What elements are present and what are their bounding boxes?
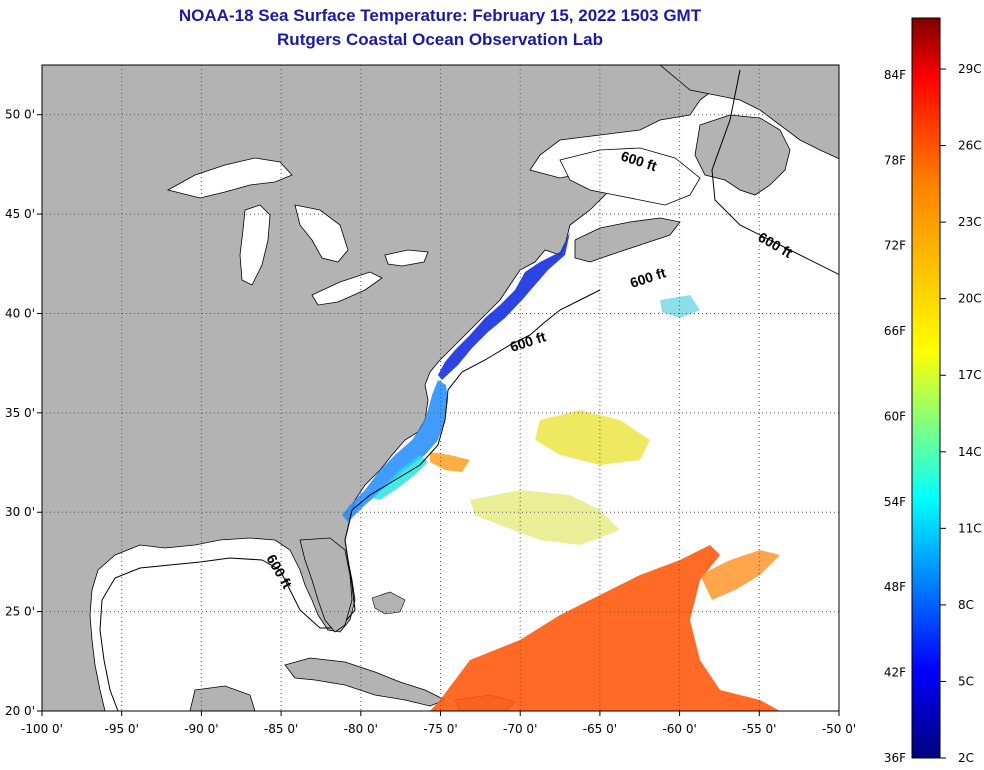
colorbar-f-label: 84F: [884, 68, 906, 82]
y-tick-label: 40 0': [5, 306, 35, 320]
lake-erie: [311, 271, 383, 306]
sst-cool-north: [660, 295, 700, 318]
sst-moderate-mid: [535, 410, 650, 465]
y-tick-label: 25 0': [5, 605, 35, 619]
land-labrador: [659, 65, 839, 160]
colorbar-c-label: 29C: [958, 62, 982, 76]
y-tick-label: 45 0': [5, 207, 35, 221]
colorbar-c-label: 5C: [958, 674, 974, 688]
lake-ontario: [384, 249, 429, 267]
y-tick-label: 35 0': [5, 406, 35, 420]
colorbar-f-label: 66F: [884, 324, 906, 338]
sst-warm-east: [700, 550, 780, 600]
x-axis: -100 0' -95 0' -90 0' -85 0' -80 0' -75 0' -70…: [21, 711, 856, 736]
sst-warm-south: [430, 545, 780, 711]
contour-600ft: [99, 69, 839, 711]
lake-huron: [294, 204, 349, 263]
x-tick-label: -55 0': [742, 722, 776, 736]
x-tick-label: -80 0': [344, 722, 378, 736]
sst-moderate-patches: [470, 490, 620, 545]
colorbar-f-label: 60F: [884, 409, 906, 423]
x-tick-label: -75 0': [423, 722, 457, 736]
x-tick-label: -65 0': [583, 722, 617, 736]
x-tick-label: -90 0': [184, 722, 218, 736]
colorbar-f-label: 42F: [884, 666, 906, 680]
sst-cool-shelf: [342, 380, 448, 522]
colorbar-c-label: 23C: [958, 215, 982, 229]
gulf-st-lawrence: [559, 147, 701, 206]
lake-michigan: [239, 204, 271, 286]
colorbar-c-label: 20C: [958, 292, 982, 306]
colorbar-f-label: 48F: [884, 580, 906, 594]
x-tick-label: -85 0': [264, 722, 298, 736]
land-yucatan: [189, 685, 256, 711]
x-tick-label: -70 0': [503, 722, 537, 736]
land-newfoundland: [694, 114, 791, 196]
colorbar-c-label: 14C: [958, 445, 982, 459]
colorbar-f-label: 36F: [884, 751, 906, 765]
x-tick-label: -95 0': [105, 722, 139, 736]
colorbar-f-label: 54F: [884, 495, 906, 509]
lake-superior: [166, 157, 293, 199]
x-tick-label: -50 0': [822, 722, 856, 736]
x-tick-label: -100 0': [21, 722, 63, 736]
map-title: NOAA-18 Sea Surface Temperature: Februar…: [178, 6, 702, 25]
land-bahamas: [371, 591, 406, 615]
map-subtitle: Rutgers Coastal Ocean Observation Lab: [277, 30, 603, 49]
colorbar-c-label: 8C: [958, 598, 974, 612]
colorbar-f-label: 72F: [884, 239, 906, 253]
y-axis: 20 0' 25 0' 30 0' 35 0' 40 0' 45 0' 50 0': [5, 108, 42, 718]
sst-cold-shelf: [438, 232, 570, 380]
colorbar-c-label: 17C: [958, 368, 982, 382]
y-tick-label: 50 0': [5, 108, 35, 122]
colorbar: [911, 17, 941, 759]
colorbar-c-label: 2C: [958, 751, 974, 765]
colorbar-c-label: 11C: [958, 521, 982, 535]
colorbar-c-label: 26C: [958, 139, 982, 153]
colorbar-celsius-labels: 2C 5C 8C 11C 14C 17C 20C 23C 26C 29C: [940, 62, 982, 765]
land-nova-scotia: [574, 217, 681, 263]
colorbar-f-label: 78F: [884, 153, 906, 167]
y-tick-label: 30 0': [5, 505, 35, 519]
x-tick-label: -60 0': [662, 722, 696, 736]
land-florida: [299, 537, 353, 633]
grid-lines: [42, 65, 839, 711]
land-north-america: [42, 65, 751, 711]
y-tick-label: 20 0': [5, 704, 35, 718]
colorbar-fahrenheit-labels: 36F 42F 48F 54F 60F 66F 72F 78F 84F: [884, 68, 906, 765]
